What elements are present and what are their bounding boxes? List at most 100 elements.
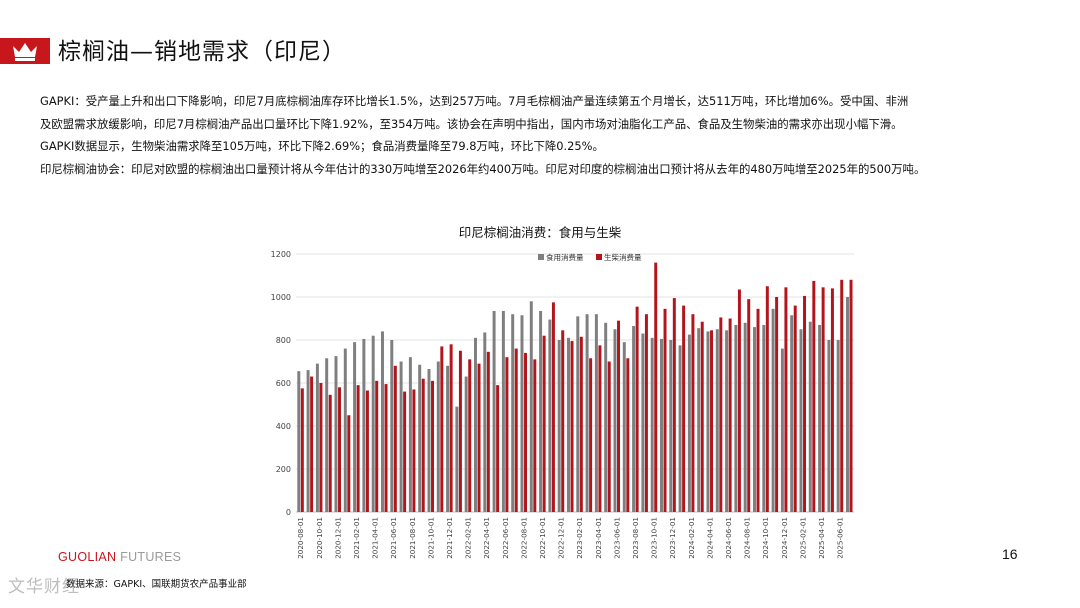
bar-food <box>427 369 431 512</box>
bar-food <box>529 301 533 512</box>
bar-food <box>399 361 403 512</box>
bar-biodiesel <box>747 299 751 512</box>
bar-food <box>585 314 589 512</box>
bar-biodiesel <box>412 389 416 512</box>
bar-biodiesel <box>431 380 435 512</box>
bar-food <box>613 329 617 512</box>
bar-food <box>520 315 524 512</box>
legend-swatch <box>538 254 544 260</box>
bar-biodiesel <box>551 302 555 512</box>
bar-food <box>818 324 822 512</box>
bar-food <box>474 337 477 512</box>
bar-food <box>492 310 496 512</box>
bar-food <box>594 314 598 512</box>
bar-biodiesel <box>737 289 741 512</box>
bar-biodiesel <box>514 348 518 512</box>
bar-biodiesel <box>784 287 788 512</box>
intro-paragraph: GAPKI：受产量上升和出口下降影响，印尼7月底棕榈油库存环比增长1.5%，达到… <box>40 94 909 108</box>
source-note: 数据来源：GAPKI、国联期货农产品事业部 <box>66 579 247 590</box>
bar-biodiesel <box>393 365 397 512</box>
bar-food <box>297 371 301 512</box>
x-tick-label: 2024-10-01 <box>761 517 770 559</box>
bar-biodiesel <box>477 363 481 512</box>
bar-biodiesel <box>403 391 407 512</box>
intro-text: GAPKI：受产量上升和出口下降影响，印尼7月底棕榈油库存环比增长1.5%，达到… <box>40 90 1050 180</box>
bar-biodiesel <box>635 306 639 512</box>
crown-icon <box>13 43 37 61</box>
y-tick-label: 1200 <box>271 250 291 259</box>
x-tick-label: 2025-06-01 <box>836 517 845 559</box>
chart-title: 印尼棕榈油消费：食用与生柴 <box>458 225 622 240</box>
bar-food <box>455 406 459 512</box>
bar-biodiesel <box>319 383 323 512</box>
bar-food <box>334 356 338 512</box>
bar-biodiesel <box>347 415 351 512</box>
bar-biodiesel <box>458 350 462 512</box>
bar-biodiesel <box>654 262 658 512</box>
bar-food <box>483 332 487 512</box>
y-tick-label: 1000 <box>271 293 291 302</box>
bar-food <box>632 326 636 512</box>
x-tick-label: 2025-04-01 <box>817 517 826 559</box>
bar-food <box>576 316 580 512</box>
x-tick-label: 2023-10-01 <box>650 517 659 559</box>
bar-biodiesel <box>830 288 834 512</box>
x-tick-label: 2022-02-01 <box>464 517 473 559</box>
watermark: 文华财经 <box>8 577 80 597</box>
bar-biodiesel <box>449 344 453 512</box>
legend-swatch <box>596 254 602 260</box>
x-tick-label: 2023-02-01 <box>575 517 584 559</box>
bar-food <box>539 310 543 512</box>
bar-food <box>353 342 357 512</box>
x-tick-label: 2024-02-01 <box>687 517 696 559</box>
y-tick-label: 800 <box>276 336 291 345</box>
header-accent-bar <box>0 38 50 64</box>
bar-food <box>725 330 729 512</box>
bar-biodiesel <box>310 376 314 512</box>
bar-biodiesel <box>486 351 490 512</box>
bar-food <box>687 334 691 512</box>
bar-biodiesel <box>300 388 304 512</box>
x-tick-label: 2021-08-01 <box>408 517 417 559</box>
bar-biodiesel <box>710 330 714 512</box>
bar-biodiesel <box>803 295 807 512</box>
bar-biodiesel <box>542 335 546 512</box>
bar-biodiesel <box>663 308 667 512</box>
bar-biodiesel <box>524 352 528 512</box>
bar-biodiesel <box>328 394 332 512</box>
bar-biodiesel <box>440 346 444 512</box>
bar-biodiesel <box>607 361 611 512</box>
intro-paragraph: GAPKI数据显示，生物柴油需求降至105万吨，环比下降2.69%；食品消费量降… <box>40 139 604 153</box>
bar-food <box>846 297 849 512</box>
x-tick-label: 2021-04-01 <box>371 517 380 559</box>
x-tick-label: 2020-12-01 <box>333 517 342 559</box>
bar-food <box>622 342 626 512</box>
x-tick-label: 2025-02-01 <box>798 517 807 559</box>
bar-biodiesel <box>691 314 695 512</box>
bar-food <box>762 324 766 512</box>
bar-biodiesel <box>626 358 630 512</box>
x-tick-label: 2021-02-01 <box>352 517 361 559</box>
bar-food <box>780 348 784 512</box>
bar-biodiesel <box>561 330 565 512</box>
x-tick-label: 2024-08-01 <box>743 517 752 559</box>
bar-food <box>371 335 375 512</box>
bar-biodiesel <box>598 345 602 512</box>
bar-biodiesel <box>793 305 797 512</box>
bar-food <box>660 338 663 512</box>
bar-food <box>697 328 701 512</box>
bar-food <box>799 329 803 512</box>
bar-biodiesel <box>756 308 760 512</box>
bar-food <box>315 363 319 512</box>
x-tick-label: 2021-12-01 <box>445 517 454 559</box>
page-number: 16 <box>1002 546 1018 562</box>
bar-food <box>362 338 366 512</box>
bar-biodiesel <box>468 359 472 512</box>
bar-food <box>408 357 412 512</box>
bar-food <box>548 319 552 512</box>
bar-food <box>464 376 468 512</box>
bar-biodiesel <box>570 341 574 512</box>
page-title: 棕榈油—销地需求（印尼） <box>58 39 346 65</box>
bar-food <box>669 340 673 512</box>
bar-biodiesel <box>728 318 732 512</box>
